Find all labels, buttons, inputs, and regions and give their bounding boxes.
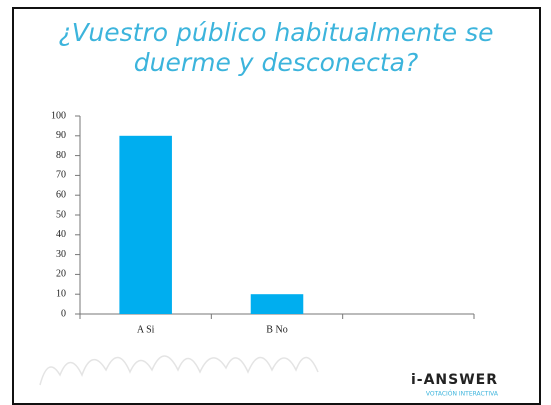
logo-name: i-ANSWER (411, 372, 498, 388)
y-tick-label: 90 (56, 130, 66, 141)
chart-title: ¿Vuestro público habitualmente se duerme… (50, 18, 502, 78)
y-tick-label: 40 (56, 229, 66, 240)
y-tick-label: 50 (56, 209, 66, 220)
bar (119, 136, 172, 314)
y-tick-label: 10 (56, 288, 66, 299)
y-tick-label: 80 (56, 150, 66, 161)
x-tick-label: B No (266, 324, 287, 335)
y-tick-label: 70 (56, 170, 66, 181)
logo-tagline: VOTACIÓN INTERACTIVA (426, 391, 499, 398)
y-tick-label: 20 (56, 269, 66, 280)
y-tick-label: 30 (56, 249, 66, 260)
y-tick-label: 60 (56, 189, 66, 200)
x-tick-label: A Si (137, 324, 155, 335)
y-tick-label: 0 (61, 308, 66, 319)
bar (251, 294, 304, 314)
slide: i-ANSWER VOTACIÓN INTERACTIVA 0 10 20 30 40 5… (0, 0, 551, 405)
y-tick-label: 100 (51, 110, 66, 121)
audience-decoration (40, 356, 318, 385)
